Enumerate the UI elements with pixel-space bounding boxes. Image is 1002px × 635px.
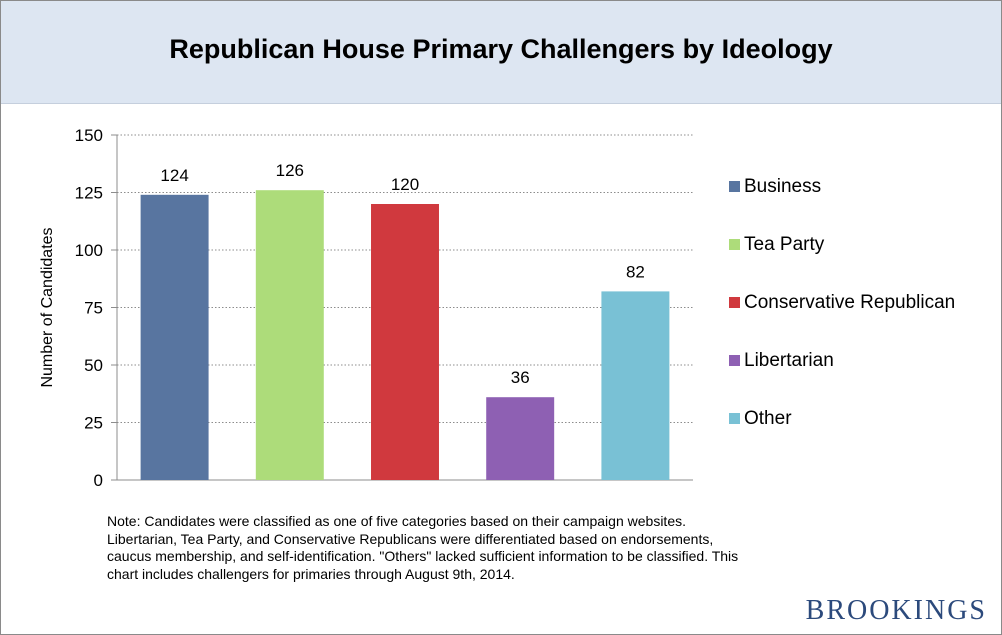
y-tick-label: 75: [84, 299, 103, 318]
legend-label: Other: [744, 408, 792, 429]
legend-swatch: [729, 355, 740, 366]
legend-label: Libertarian: [744, 350, 834, 371]
y-tick-label: 50: [84, 356, 103, 375]
bar-business: [140, 194, 209, 481]
legend-swatch: [729, 297, 740, 308]
bar-other: [601, 291, 670, 480]
chart-title: Republican House Primary Challengers by …: [169, 34, 833, 64]
bar-conservative-republican: [371, 204, 439, 480]
data-label: 82: [626, 262, 645, 281]
y-tick-label: 125: [75, 184, 103, 203]
y-tick-label: 100: [75, 241, 103, 260]
footnote: Note: Candidates were classified as one …: [107, 513, 739, 582]
data-label: 120: [391, 175, 419, 194]
data-label: 126: [276, 161, 304, 180]
legend-swatch: [729, 239, 740, 250]
data-label: 124: [160, 166, 188, 185]
brookings-logo: BROOKINGS: [805, 595, 987, 626]
bar-tea-party: [255, 190, 324, 480]
y-tick-label: 0: [94, 471, 103, 490]
title-band: Republican House Primary Challengers by …: [1, 1, 1001, 104]
legend-label: Tea Party: [744, 234, 825, 255]
legend-label: Conservative Republican: [744, 292, 956, 313]
legend-label: Business: [744, 176, 822, 197]
y-tick-label: 150: [75, 126, 103, 145]
y-tick-label: 25: [84, 414, 103, 433]
data-label: 36: [511, 368, 530, 387]
legend-swatch: [729, 181, 740, 192]
legend-swatch: [729, 413, 740, 424]
y-axis-title: Number of Candidates: [39, 227, 56, 387]
bar-libertarian: [486, 397, 555, 480]
